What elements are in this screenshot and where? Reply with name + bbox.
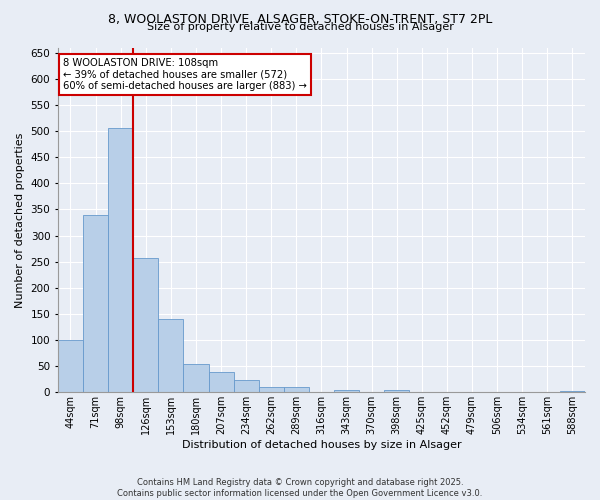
Text: 8 WOOLASTON DRIVE: 108sqm
← 39% of detached houses are smaller (572)
60% of semi: 8 WOOLASTON DRIVE: 108sqm ← 39% of detac…: [63, 58, 307, 91]
Bar: [158, 319, 184, 392]
Bar: [384, 390, 409, 392]
Bar: [284, 387, 309, 392]
Bar: [233, 380, 259, 392]
Bar: [58, 340, 83, 392]
Text: Size of property relative to detached houses in Alsager: Size of property relative to detached ho…: [146, 22, 454, 32]
Bar: [108, 128, 133, 392]
Bar: [560, 390, 585, 392]
X-axis label: Distribution of detached houses by size in Alsager: Distribution of detached houses by size …: [182, 440, 461, 450]
Bar: [133, 258, 158, 392]
Bar: [184, 364, 209, 392]
Bar: [334, 390, 359, 392]
Bar: [259, 387, 284, 392]
Text: Contains HM Land Registry data © Crown copyright and database right 2025.
Contai: Contains HM Land Registry data © Crown c…: [118, 478, 482, 498]
Bar: [83, 214, 108, 392]
Bar: [209, 372, 233, 392]
Y-axis label: Number of detached properties: Number of detached properties: [15, 132, 25, 308]
Text: 8, WOOLASTON DRIVE, ALSAGER, STOKE-ON-TRENT, ST7 2PL: 8, WOOLASTON DRIVE, ALSAGER, STOKE-ON-TR…: [108, 12, 492, 26]
